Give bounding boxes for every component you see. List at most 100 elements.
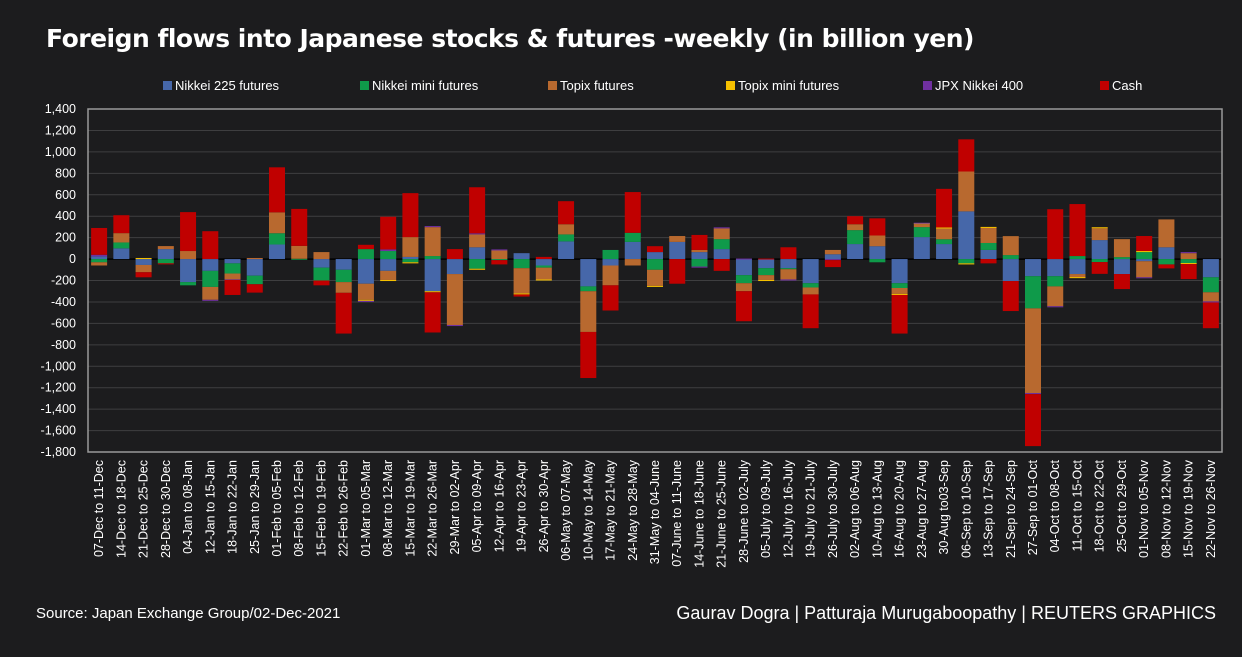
bar-segment-nikkei-mini-futures [113, 242, 130, 249]
x-tick-label: 01-Nov to 05-Nov [1137, 459, 1151, 558]
x-tick-label: 31-May to 04-June [648, 460, 662, 564]
bar-segment-nikkei-mini-futures [535, 265, 552, 268]
bar-segment-nikkei-225-futures [402, 256, 419, 260]
bar-segment-nikkei-225-futures [936, 244, 953, 260]
bar-segment-topix-futures [669, 236, 686, 242]
bar-segment-nikkei-225-futures [713, 249, 730, 260]
x-tick-label: 12-Jan to 15-Jan [203, 460, 217, 554]
bar-segment-jpx-nikkei-400 [469, 233, 486, 235]
bar-segment-jpx-nikkei-400 [780, 279, 797, 281]
bar-segment-cash [1025, 394, 1041, 447]
bar-segment-cash [847, 216, 864, 225]
bar-segment-topix-mini-futures [380, 279, 397, 282]
bar-segment-cash [735, 291, 752, 322]
bar-segment-nikkei-225-futures [691, 252, 708, 260]
bar-segment-topix-futures [246, 257, 263, 260]
bar-segment-nikkei-mini-futures [624, 232, 641, 242]
bar-segment-nikkei-mini-futures [758, 268, 775, 276]
x-tick-label: 04-Jan to 08-Jan [181, 460, 195, 554]
bar-segment-topix-futures [157, 246, 174, 250]
y-tick-label: 0 [69, 252, 76, 266]
bar-segment-cash [1047, 209, 1064, 260]
bar-segment-nikkei-mini-futures [424, 256, 441, 260]
bar-segment-jpx-nikkei-400 [735, 258, 752, 260]
bar-segment-nikkei-mini-futures [936, 239, 953, 245]
bar-segment-nikkei-225-futures [580, 259, 597, 287]
bar-segment-cash [402, 193, 419, 238]
bar-segment-topix-mini-futures [469, 268, 486, 270]
bar-segment-nikkei-225-futures [380, 259, 397, 271]
legend-item: Nikkei 225 futures [163, 78, 280, 93]
bar-segment-jpx-nikkei-400 [691, 266, 708, 268]
legend-label: JPX Nikkei 400 [935, 78, 1023, 93]
bar-segment-nikkei-225-futures [758, 259, 775, 269]
y-tick-label: -1,600 [41, 424, 76, 438]
bar-segment-nikkei-225-futures [513, 253, 530, 260]
bar-segment-cash [380, 216, 397, 250]
x-tick-label: 14-June to 18-June [692, 460, 706, 568]
bar-segment-jpx-nikkei-400 [91, 254, 108, 257]
bar-segment-nikkei-225-futures [202, 259, 219, 271]
bar-segment-jpx-nikkei-400 [824, 259, 841, 261]
bar-segment-topix-mini-futures [1180, 263, 1197, 265]
bar-segment-cash [313, 280, 330, 286]
bar-segment-nikkei-mini-futures [713, 239, 730, 250]
x-tick-label: 11-Oct to 15-Oct [1070, 459, 1084, 551]
bar-segment-nikkei-mini-futures [1025, 276, 1041, 309]
bar-segment-jpx-nikkei-400 [1025, 393, 1041, 395]
y-tick-label: -1,000 [41, 359, 76, 373]
bar-segment-nikkei-225-futures [469, 247, 486, 260]
bar-segment-topix-futures [402, 237, 419, 257]
bar-segment-nikkei-mini-futures [224, 263, 241, 274]
x-tick-label: 21-Sep to 24-Sep [1004, 460, 1018, 558]
bar-segment-topix-mini-futures [357, 299, 374, 301]
x-tick-label: 22-Feb to 26-Feb [337, 460, 351, 557]
bar-segment-nikkei-225-futures [669, 241, 686, 260]
x-tick-label: 05-July to 09-July [759, 459, 773, 558]
bar-segment-cash [469, 187, 486, 234]
bar-segment-cash [891, 294, 908, 334]
bar-segment-cash [91, 227, 108, 255]
y-tick-label: -200 [51, 274, 76, 288]
bar-segment-topix-futures [691, 249, 708, 253]
bar-segment-topix-futures [1180, 253, 1197, 260]
bar-segment-nikkei-mini-futures [980, 242, 997, 250]
bar-segment-nikkei-225-futures [224, 259, 241, 264]
x-tick-label: 26-July to 30-July [826, 459, 840, 558]
x-tick-label: 30-Aug to03-Sep [937, 460, 951, 555]
bar-segment-jpx-nikkei-400 [446, 324, 463, 327]
bar-segment-nikkei-mini-futures [491, 259, 508, 261]
bar-segment-jpx-nikkei-400 [491, 249, 508, 251]
bar-segment-topix-futures [624, 259, 641, 266]
bar-segment-topix-futures [424, 227, 441, 257]
bar-segment-cash [202, 231, 219, 260]
x-tick-label: 21-June to 25-June [715, 460, 729, 568]
bar-segment-nikkei-225-futures [269, 244, 285, 260]
y-tick-label: 1,200 [45, 123, 76, 137]
y-tick-label: -1,400 [41, 402, 76, 416]
bar-segment-cash [1136, 236, 1153, 252]
bar-segment-topix-futures [602, 265, 619, 286]
bar-segment-nikkei-mini-futures [1091, 259, 1108, 263]
bar-segment-nikkei-mini-futures [357, 249, 374, 260]
bar-segment-topix-futures [291, 245, 308, 259]
bar-segment-cash [513, 294, 530, 297]
x-tick-label: 22-Mar to 26-Mar [426, 460, 440, 557]
bar-segment-cash [824, 260, 841, 268]
bar-segment-nikkei-mini-futures [1158, 259, 1175, 265]
bar-segment-cash [713, 259, 730, 271]
bar-segment-nikkei-225-futures [91, 256, 108, 260]
x-tick-label: 02-Aug to 06-Aug [848, 460, 862, 558]
y-tick-label: 1,000 [45, 145, 76, 159]
y-tick-label: -1,800 [41, 445, 76, 459]
bar-segment-nikkei-225-futures [446, 259, 463, 275]
bar-segment-cash [224, 279, 241, 295]
bar-segment-cash [335, 292, 352, 334]
y-tick-label: -800 [51, 338, 76, 352]
x-tick-label: 12-July to 16-July [781, 459, 795, 558]
bar-segment-nikkei-225-futures [157, 249, 174, 260]
x-tick-label: 25-Jan to 29-Jan [248, 460, 262, 554]
bar-segment-cash [180, 212, 197, 252]
bar-segment-nikkei-mini-futures [335, 269, 352, 283]
bar-segment-nikkei-225-futures [1158, 247, 1175, 260]
